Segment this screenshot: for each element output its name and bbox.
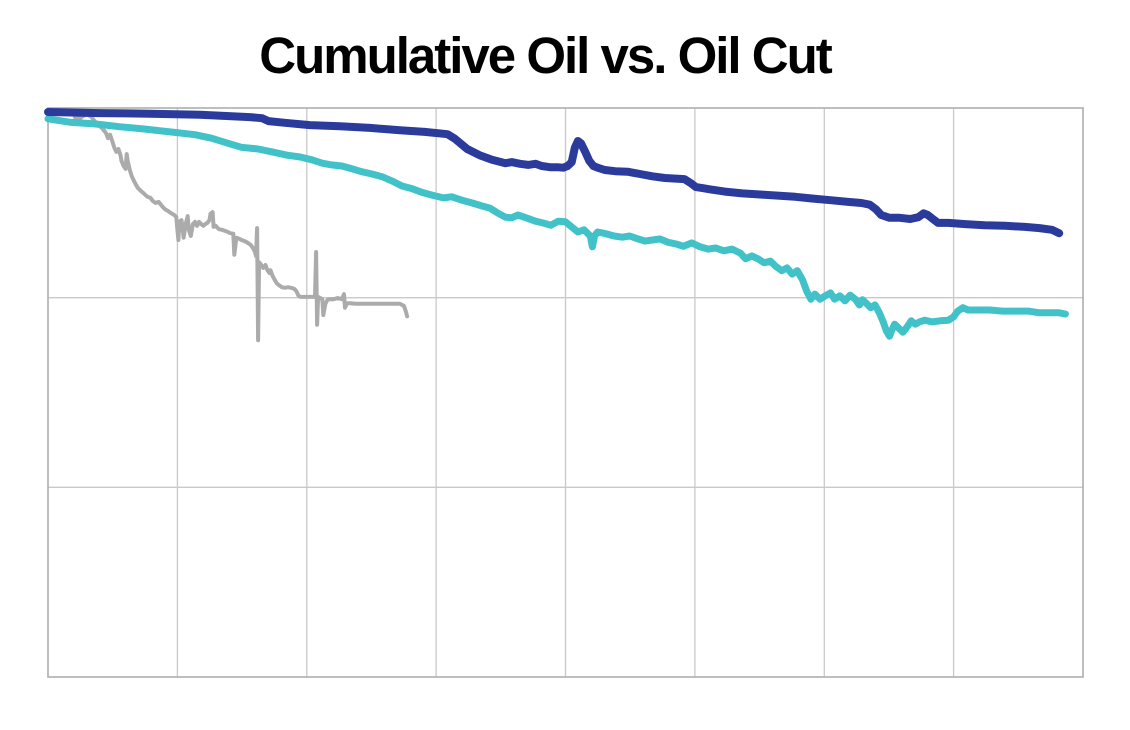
gray-noisy-line (72, 112, 410, 343)
cyan-line (44, 115, 1069, 340)
chart-title: Cumulative Oil vs. Oil Cut (259, 27, 832, 84)
navy-line (44, 108, 1064, 238)
plot-border (47, 107, 1084, 678)
